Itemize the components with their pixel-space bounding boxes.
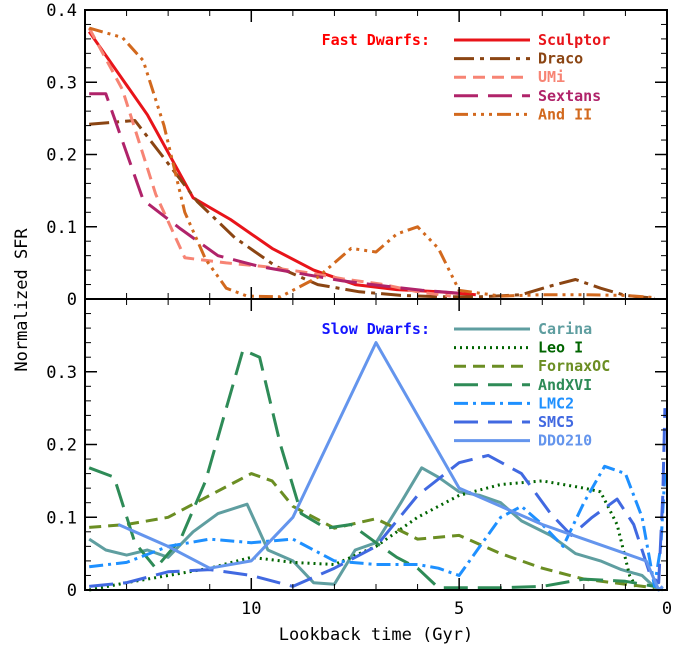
y-tick-label: 0.1 (46, 218, 77, 238)
fast-dwarfs-series-group (87, 26, 655, 300)
slow-dwarfs-ticks: 0 0.1 0.2 0.3 (46, 299, 668, 601)
y-axis-title: Normalized SFR (12, 228, 32, 372)
y-tick-label: 0 (67, 290, 77, 310)
series-line-and-ii (88, 26, 655, 300)
series-line-draco (89, 119, 655, 300)
series-line-sextans (89, 92, 460, 295)
series-line-sculptor (87, 30, 476, 297)
x-tick-label: 10 (241, 599, 261, 619)
legend-label-umi: UMi (538, 68, 565, 86)
series-line-fornaxoc (89, 472, 655, 590)
y-tick-label: 0.1 (46, 508, 77, 528)
series-line-ddo210 (117, 341, 664, 592)
series-line-lmc2 (89, 464, 667, 588)
y-tick-label: 0 (67, 581, 77, 601)
y-tick-label: 0.4 (46, 1, 77, 21)
legend-label-draco: Draco (538, 50, 583, 68)
legend-label-leo-i: Leo I (538, 339, 583, 357)
legend-label-lmc2: LMC2 (538, 394, 574, 412)
series-line-smc5 (89, 408, 667, 588)
legend-group-title: Slow Dwarfs: (322, 320, 430, 338)
x-tick-label: 5 (454, 599, 464, 619)
slow-dwarfs-series-group (88, 341, 667, 592)
y-tick-label: 0.3 (46, 363, 77, 383)
x-axis-title: Lookback time (Gyr) (279, 625, 473, 645)
y-tick-label: 0.2 (46, 436, 77, 456)
series-line-umi (87, 27, 451, 298)
legend-label-carina: Carina (538, 320, 592, 338)
fast-dwarfs-ticks: 0 0.1 0.2 0.3 0.4 (46, 1, 668, 310)
legend-label-andxvi: AndXVI (538, 376, 592, 394)
x-axis-ticks: 10 5 0 (241, 599, 672, 619)
x-tick-label: 0 (662, 599, 672, 619)
y-tick-label: 0.3 (46, 73, 77, 93)
legend-label-ddo210: DDO210 (538, 432, 592, 450)
legend-label-smc5: SMC5 (538, 413, 574, 431)
fast-dwarfs-panel: 0 0.1 0.2 0.3 0.4 Fast Dwarfs: SculptorDracoU… (46, 1, 668, 310)
legend-label-and-ii: And II (538, 105, 592, 123)
legend-label-sextans: Sextans (538, 87, 601, 105)
legend-label-fornaxoc: FornaxOC (538, 357, 610, 375)
legend-group-title: Fast Dwarfs: (322, 31, 430, 49)
y-tick-label: 0.2 (46, 146, 77, 166)
legend-label-sculptor: Sculptor (538, 31, 610, 49)
